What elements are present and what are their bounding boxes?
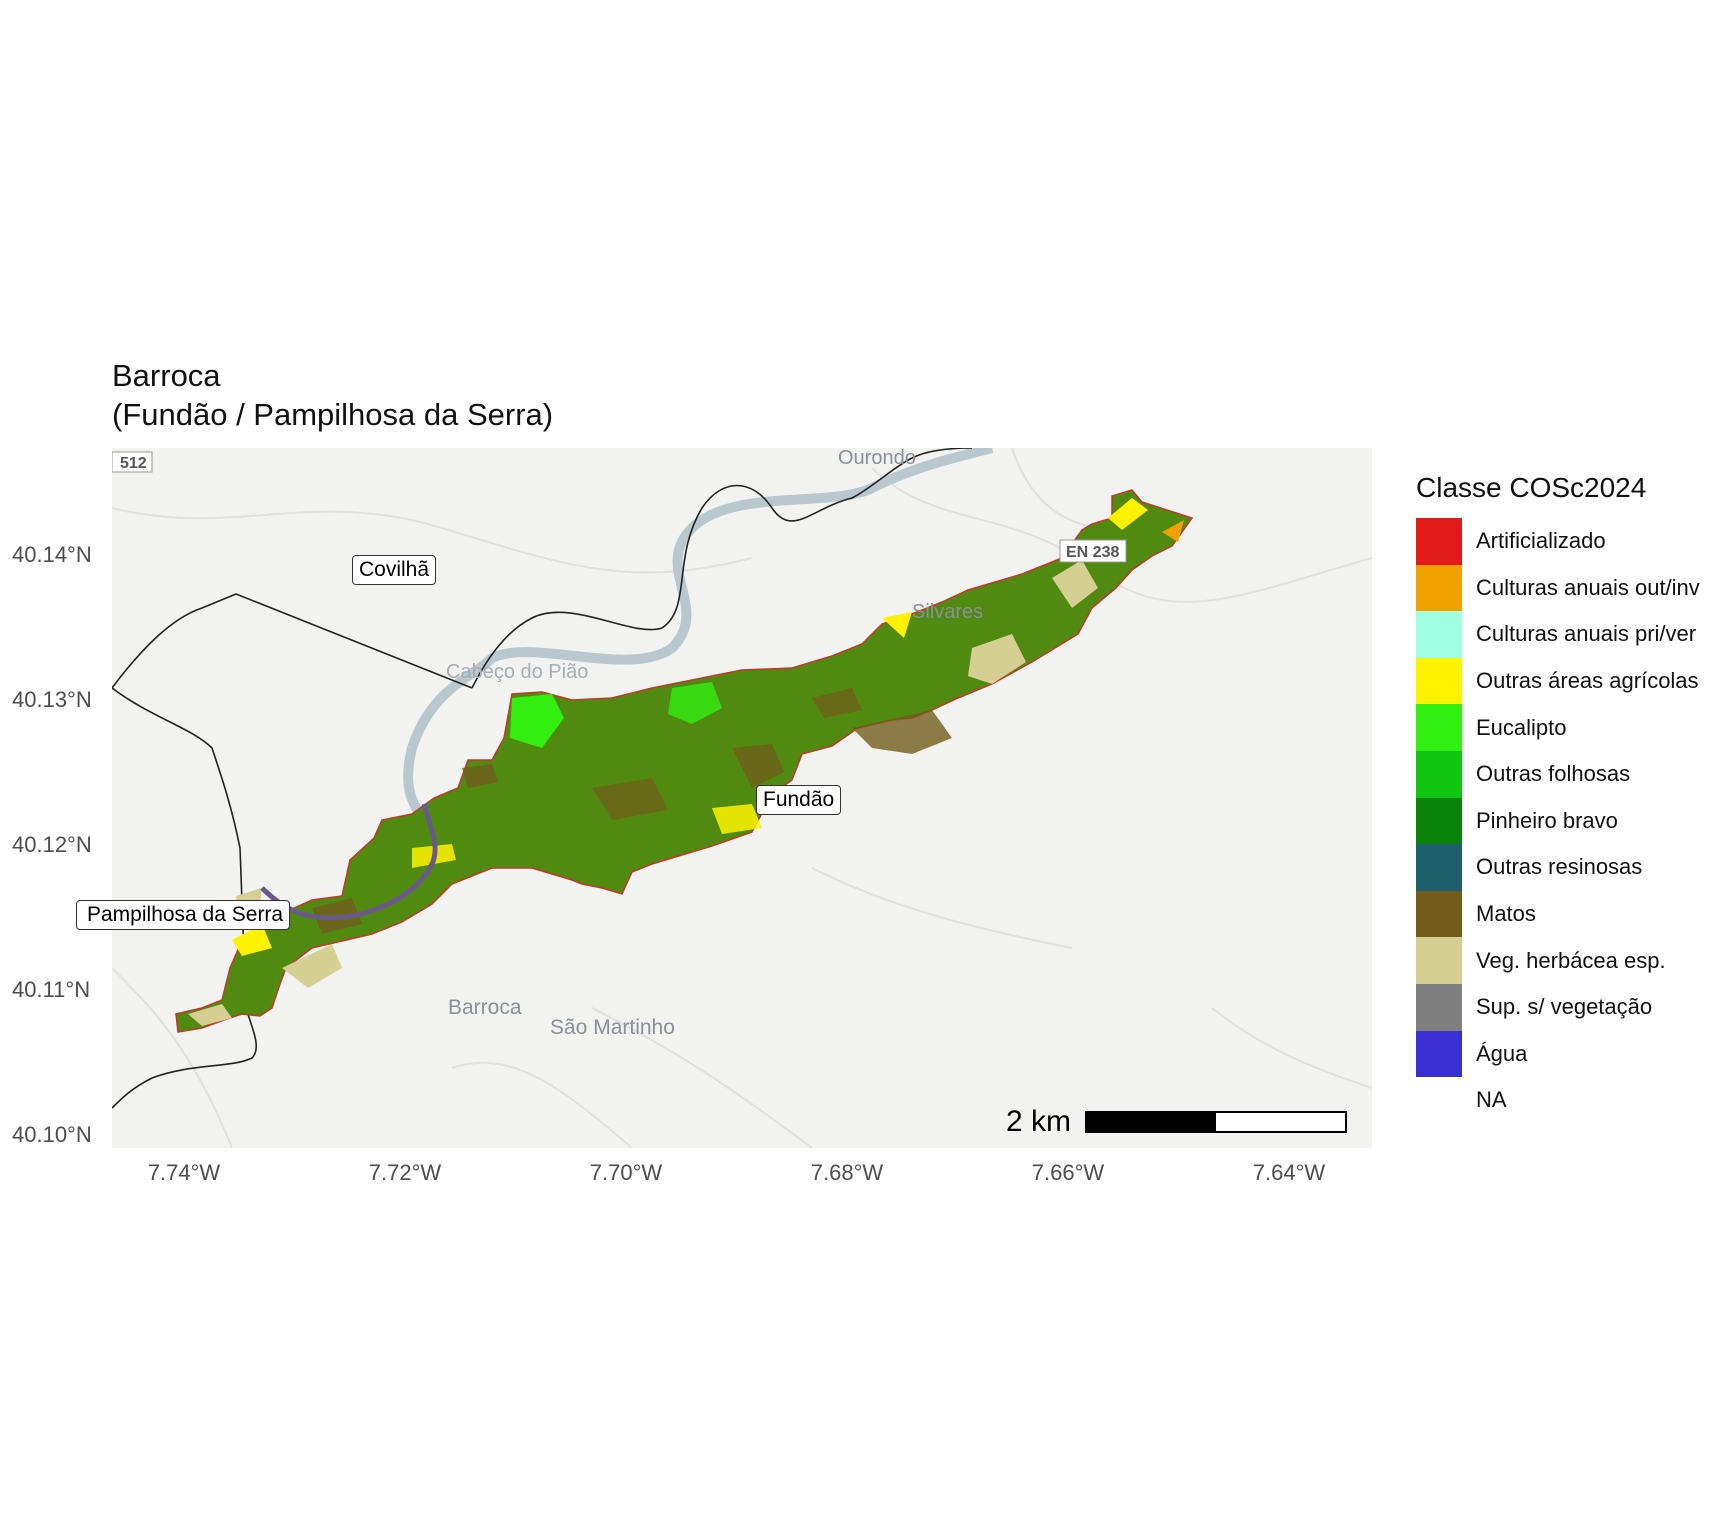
y-tick-label: 40.14°N [12, 542, 92, 567]
x-tick-label: 7.72°W [368, 1160, 442, 1185]
legend-label: Pinheiro bravo [1476, 807, 1618, 833]
legend-swatch [1416, 518, 1462, 565]
legend-item: Matos [1416, 890, 1700, 938]
x-tick-label: 7.74°W [147, 1160, 221, 1185]
legend-label: Água [1476, 1040, 1528, 1066]
legend-title: Classe COSc2024 [1416, 472, 1647, 503]
map-panel[interactable]: 512 Ourondo EN 238 Silvares Cabeço do Pi… [112, 448, 1372, 1148]
place-silvares: Silvares [912, 601, 983, 623]
legend-swatch [1416, 564, 1462, 612]
place-sao-martinho: São Martinho [550, 1016, 675, 1039]
district-boundaries [112, 448, 973, 1109]
legend-swatch [1416, 1077, 1462, 1124]
place-ourondo: Ourondo [838, 448, 916, 469]
municipality-label-covilha: Covilhã [352, 555, 437, 585]
y-tick-label: 40.11°N [12, 977, 91, 1002]
legend-item: Veg. herbácea esp. [1416, 937, 1700, 984]
scale-bar-white-segment [1216, 1113, 1346, 1131]
x-tick-label: 7.70°W [589, 1160, 663, 1185]
study-area-landcover [175, 489, 1194, 1033]
legend-label: Outras áreas agrícolas [1476, 668, 1699, 694]
y-tick-label: 40.13°N [12, 687, 92, 712]
legend-label: Artificializado [1476, 528, 1606, 554]
place-cabeco-do-piao: Cabeço do Pião [446, 661, 588, 683]
municipality-label-pampilhosa: Pampilhosa da Serra [76, 900, 291, 930]
road-en238-shield [1059, 539, 1127, 563]
scale-bar-graphic [1085, 1111, 1348, 1133]
legend-swatch [1416, 657, 1462, 705]
legend-item: Pinheiro bravo [1416, 797, 1700, 845]
legend-swatch [1416, 844, 1462, 891]
road-en238-label: EN 238 [1066, 544, 1119, 561]
landcover-patches [188, 498, 1184, 1026]
y-tick-label: 40.12°N [12, 832, 92, 857]
legend-label: Culturas anuais out/inv [1476, 574, 1700, 600]
legend-label: Culturas anuais pri/ver [1476, 621, 1697, 647]
legend-item: Culturas anuais out/inv [1416, 564, 1700, 612]
x-tick-label: 7.64°W [1252, 1160, 1326, 1185]
legend-item: Outras folhosas [1416, 750, 1700, 798]
y-tick-label: 40.10°N [12, 1122, 92, 1147]
place-barroca: Barroca [448, 996, 522, 1019]
legend-label: Eucalipto [1476, 714, 1567, 740]
legend-item: Sup. s/ vegetação [1416, 983, 1700, 1031]
map-canvas: 512 Ourondo EN 238 Silvares Cabeço do Pi… [112, 448, 1372, 1148]
legend: Classe COSc2024 Artificializado Culturas … [1416, 472, 1700, 1124]
x-tick-label: 7.68°W [810, 1160, 884, 1185]
legend-swatch [1416, 704, 1462, 751]
legend-swatch [1416, 750, 1462, 798]
legend-label: Outras resinosas [1476, 854, 1643, 880]
river-zezere [260, 803, 438, 921]
municipality-label-pampilhosa-text: Pampilhosa da Serra [87, 903, 284, 926]
legend-item: Culturas anuais pri/ver [1416, 611, 1700, 658]
legend-label: Matos [1476, 901, 1536, 927]
legend-item: Outras áreas agrícolas [1416, 657, 1700, 705]
legend-item: NA [1416, 1077, 1700, 1124]
legend-item: Outras resinosas [1416, 844, 1700, 891]
basemap-river [407, 448, 994, 750]
legend-item: Água [1416, 1030, 1700, 1078]
scale-bar: 2 km [1006, 1105, 1348, 1139]
municipality-label-fundao: Fundão [756, 785, 842, 815]
legend-swatch [1416, 611, 1462, 658]
title-line-2: (Fundão / Pampilhosa da Serra) [112, 397, 554, 432]
legend-item: Artificializado [1416, 518, 1700, 565]
legend-label: Veg. herbácea esp. [1476, 947, 1666, 973]
scale-bar-label: 2 km [1006, 1105, 1072, 1138]
legend-swatch [1416, 983, 1462, 1031]
x-tick-label: 7.66°W [1031, 1160, 1105, 1185]
title-line-1: Barroca [112, 358, 221, 393]
map-title: Barroca (Fundão / Pampilhosa da Serra) [112, 356, 553, 434]
road-n512-shield [112, 451, 153, 473]
legend-item: Eucalipto [1416, 704, 1700, 751]
legend-items: Artificializado Culturas anuais out/inv Cu… [1416, 518, 1700, 1124]
legend-swatch [1416, 1030, 1462, 1078]
legend-swatch [1416, 797, 1462, 845]
road-n512-label: 512 [120, 455, 147, 472]
legend-swatch [1416, 890, 1462, 938]
legend-label: Sup. s/ vegetação [1476, 994, 1653, 1020]
legend-label: NA [1476, 1087, 1507, 1113]
legend-swatch [1416, 937, 1462, 984]
legend-label: Outras folhosas [1476, 761, 1631, 787]
scale-bar-black-segment [1087, 1113, 1217, 1131]
